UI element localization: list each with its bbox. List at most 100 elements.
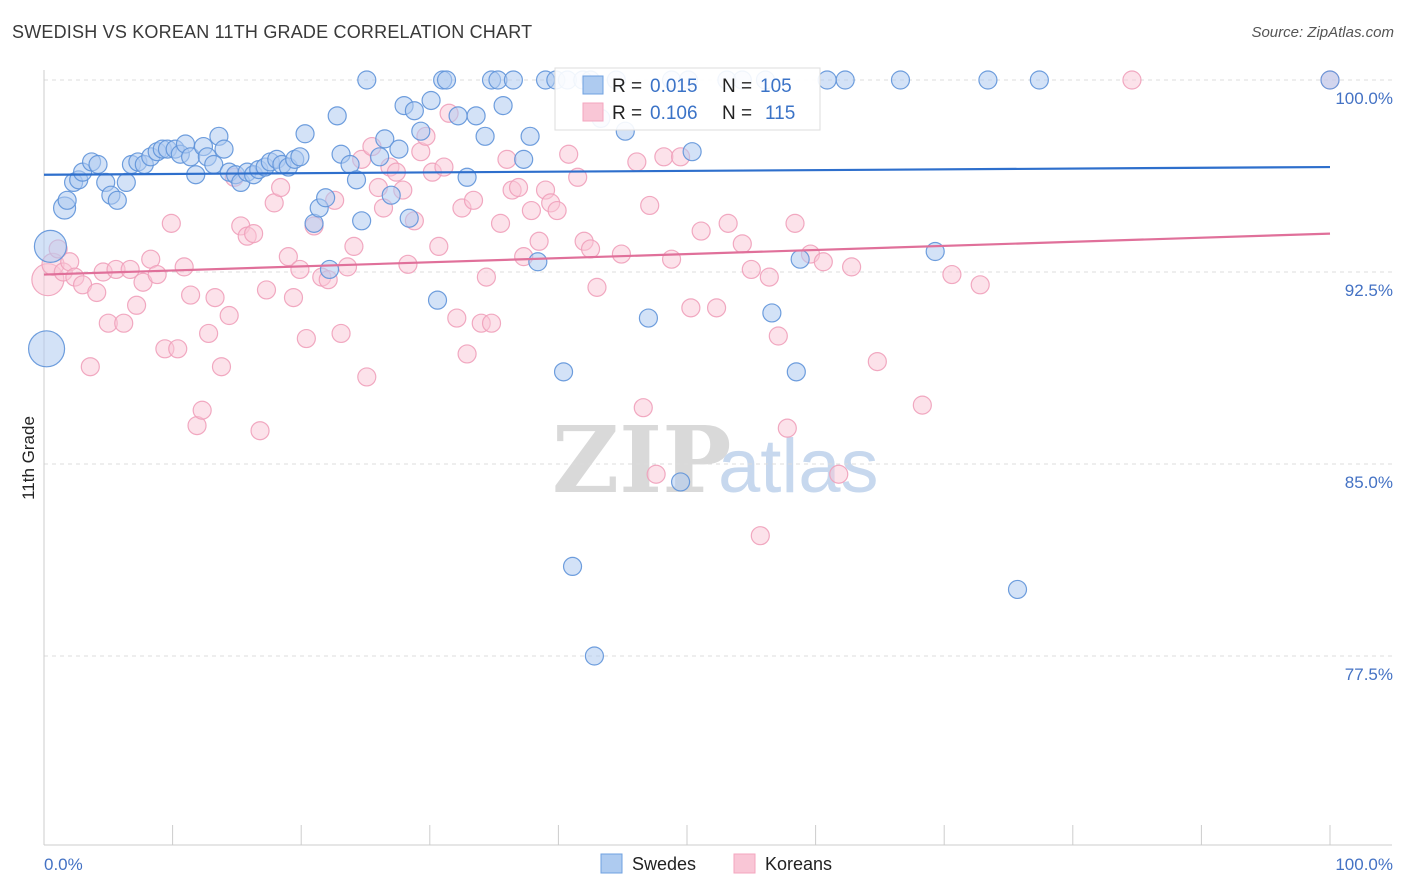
swedes-point-55 xyxy=(375,129,395,149)
koreans-point-74 xyxy=(508,177,529,198)
koreans-point-87 xyxy=(627,152,647,172)
y-tick-label-1: 85.0% xyxy=(1345,473,1393,492)
swedes-point-1 xyxy=(27,330,66,368)
y-axis-label: 11th Grade xyxy=(19,416,38,500)
koreans-point-92 xyxy=(661,249,682,269)
legend-r-label-koreans: R = xyxy=(612,103,642,124)
koreans-point-98 xyxy=(732,234,752,254)
swedes-point-62 xyxy=(421,90,441,111)
bottom-legend: Swedes Koreans xyxy=(600,853,832,874)
koreans-point-95 xyxy=(691,221,711,241)
swedes-point-72 xyxy=(493,95,513,116)
y-tick-label-3: 100.0% xyxy=(1335,89,1393,108)
koreans-point-69 xyxy=(476,267,496,287)
koreans-point-40 xyxy=(296,328,316,349)
legend-swatch-swedes xyxy=(582,75,604,95)
koreans-point-36 xyxy=(271,177,291,198)
chart-title: SWEDISH VS KOREAN 11TH GRADE CORRELATION… xyxy=(12,22,533,42)
legend-r-label-swedes: R = xyxy=(612,76,642,97)
koreans-point-94 xyxy=(681,298,701,318)
swedes-point-98 xyxy=(790,249,810,269)
trend-line-swedes xyxy=(43,165,1331,176)
top-legend: R = 0.015 N = 105 R = 0.106 N = 115 xyxy=(554,67,821,131)
swedes-point-54 xyxy=(370,147,390,167)
koreans-point-39 xyxy=(290,259,310,280)
swedes-point-46 xyxy=(316,188,336,208)
swedes-point-81 xyxy=(562,556,583,577)
koreans-point-106 xyxy=(813,252,833,272)
swedes-point-0 xyxy=(33,229,68,263)
koreans-point-14 xyxy=(126,295,147,315)
swedes-point-48 xyxy=(327,106,347,126)
series-swedes xyxy=(27,70,1340,666)
watermark-zip: ZIP xyxy=(552,406,731,514)
legend-n-value-swedes: 105 xyxy=(760,76,792,97)
swedes-point-76 xyxy=(528,252,548,272)
koreans-point-103 xyxy=(777,418,797,438)
swedes-point-66 xyxy=(448,106,468,126)
koreans-point-38 xyxy=(283,288,304,308)
swedes-point-99 xyxy=(817,70,837,90)
koreans-point-7 xyxy=(80,357,100,377)
koreans-point-82 xyxy=(568,167,588,187)
axes xyxy=(43,70,1392,846)
swedes-point-97 xyxy=(786,362,806,382)
bottom-legend-swedes: Swedes xyxy=(632,854,696,874)
watermark-atlas: atlas xyxy=(718,424,879,509)
koreans-point-107 xyxy=(829,464,849,484)
koreans-point-26 xyxy=(205,288,225,308)
koreans-point-77 xyxy=(529,231,549,251)
koreans-point-24 xyxy=(192,400,212,420)
swedes-point-52 xyxy=(352,211,372,231)
swedes-point-68 xyxy=(466,106,486,126)
koreans-point-45 xyxy=(331,323,351,344)
legend-swatch-koreans xyxy=(582,102,604,122)
koreans-point-76 xyxy=(521,200,541,221)
koreans-point-19 xyxy=(161,213,181,233)
swedes-point-47 xyxy=(319,259,340,280)
swedes-point-90 xyxy=(670,472,691,492)
koreans-point-86 xyxy=(611,244,632,264)
koreans-point-99 xyxy=(741,259,761,280)
swedes-point-73 xyxy=(503,70,523,90)
bottom-legend-swatch-koreans xyxy=(733,853,756,874)
koreans-point-27 xyxy=(211,357,232,377)
swedes-point-51 xyxy=(346,170,367,190)
koreans-point-64 xyxy=(447,308,467,328)
koreans-point-13 xyxy=(120,259,140,280)
koreans-point-20 xyxy=(168,339,188,359)
swedes-point-53 xyxy=(357,70,377,90)
swedes-point-88 xyxy=(638,308,659,328)
koreans-point-34 xyxy=(256,280,277,300)
koreans-point-12 xyxy=(114,313,134,333)
trend-lines xyxy=(43,165,1331,276)
koreans-point-113 xyxy=(1122,70,1142,90)
koreans-point-70 xyxy=(481,313,502,333)
koreans-point-84 xyxy=(580,239,601,259)
swedes-point-60 xyxy=(404,101,424,121)
koreans-point-49 xyxy=(357,367,377,387)
koreans-point-8 xyxy=(87,282,107,303)
swedes-point-69 xyxy=(475,126,495,146)
koreans-point-32 xyxy=(244,224,264,244)
koreans-point-33 xyxy=(250,421,270,441)
swedes-point-67 xyxy=(457,167,477,187)
koreans-point-80 xyxy=(547,200,567,221)
y-tick-label-2: 92.5% xyxy=(1345,281,1393,300)
swedes-point-8 xyxy=(88,154,108,175)
koreans-point-61 xyxy=(429,236,449,256)
koreans-point-111 xyxy=(942,264,962,285)
koreans-point-100 xyxy=(750,526,770,546)
swedes-point-74 xyxy=(514,149,534,169)
swedes-point-3 xyxy=(57,190,77,210)
koreans-point-46 xyxy=(337,257,358,277)
swedes-point-29 xyxy=(214,139,234,159)
swedes-point-75 xyxy=(520,126,540,146)
koreans-point-56 xyxy=(398,254,418,274)
koreans-point-17 xyxy=(147,264,167,285)
koreans-point-67 xyxy=(463,190,484,210)
koreans-point-85 xyxy=(587,277,607,297)
koreans-point-108 xyxy=(842,257,862,277)
watermark: ZIP atlas xyxy=(552,406,879,514)
